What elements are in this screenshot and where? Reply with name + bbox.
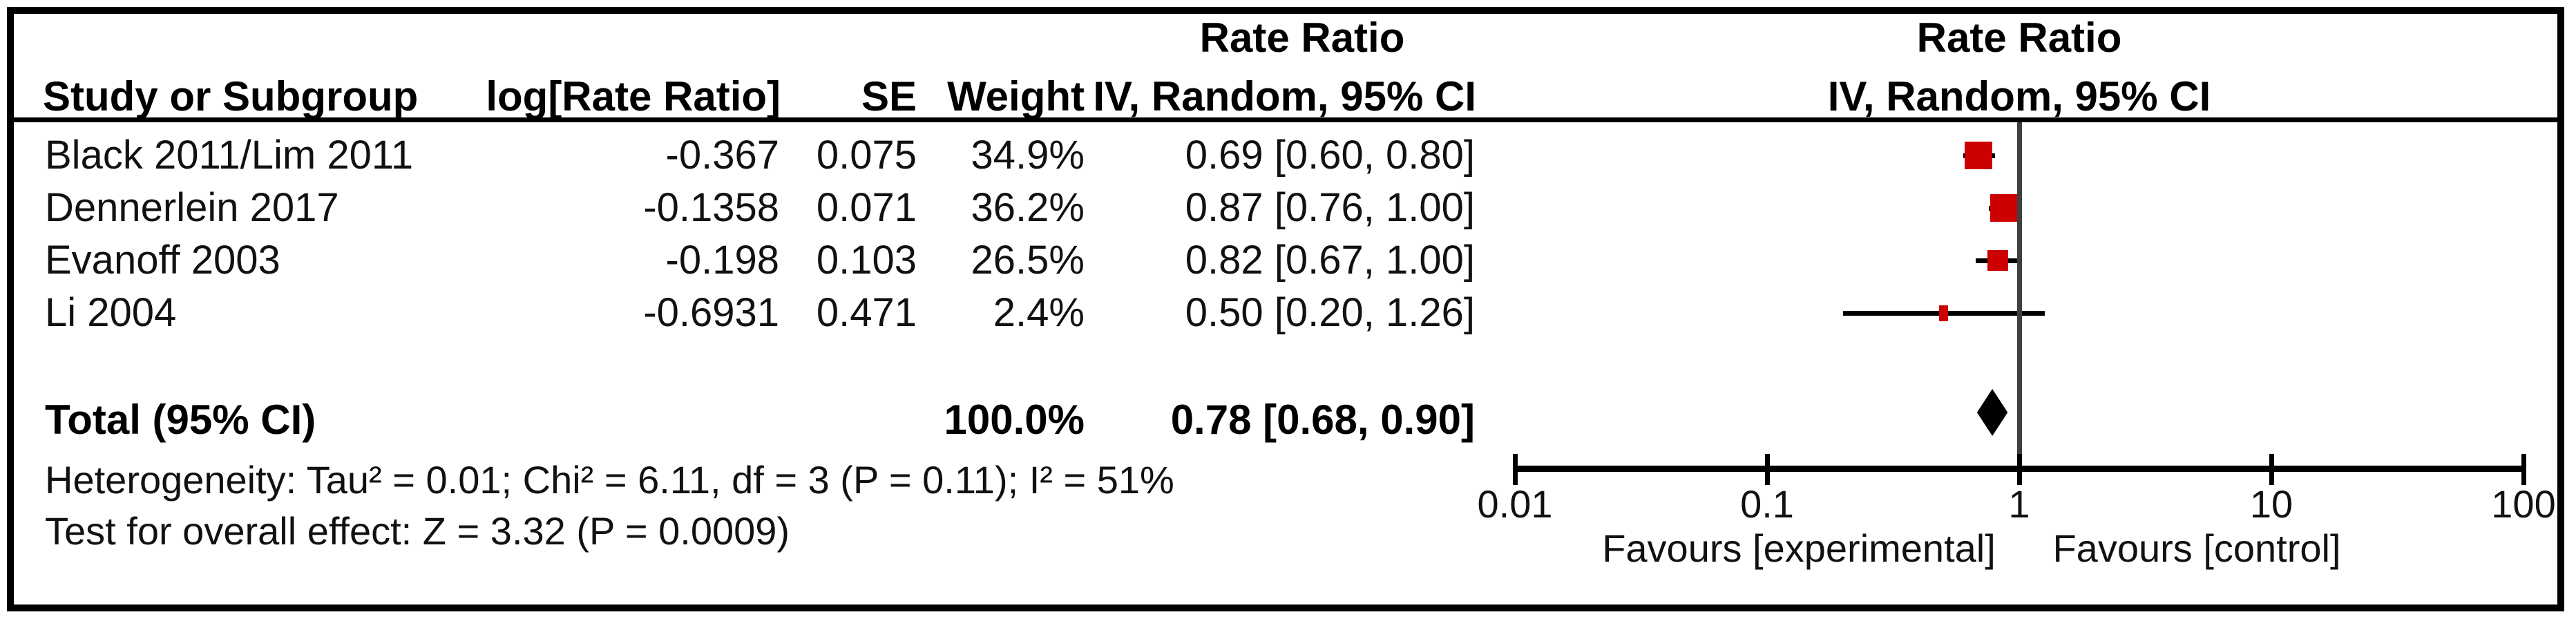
study-se: 0.471 xyxy=(816,290,917,335)
favours-experimental-label: Favours [experimental] xyxy=(1602,526,1996,570)
effect-estimate-square xyxy=(1987,250,2008,271)
axis-tick-label: 10 xyxy=(2249,482,2293,526)
x-axis-tick xyxy=(2017,454,2022,485)
effect-estimate-square xyxy=(1990,194,2018,222)
study-log-rate-ratio: -0.6931 xyxy=(643,290,779,335)
column-header-study: Study or Subgroup xyxy=(43,73,419,120)
axis-tick-label: 0.01 xyxy=(1477,482,1553,526)
study-log-rate-ratio: -0.367 xyxy=(665,133,779,178)
study-ci-text: 0.69 [0.60, 0.80] xyxy=(1185,133,1475,178)
column-header-effect-measure: Rate Ratio xyxy=(1199,15,1405,61)
study-name: Dennerlein 2017 xyxy=(45,185,339,230)
study-weight: 26.5% xyxy=(971,238,1085,283)
x-axis-tick xyxy=(1765,454,1770,485)
total-row-ci: 0.78 [0.68, 0.90] xyxy=(1170,397,1475,443)
axis-tick-label: 1 xyxy=(2008,482,2030,526)
axis-tick-label: 100 xyxy=(2491,482,2556,526)
plot-border-frame xyxy=(7,7,2564,611)
plot-header-title: Rate Ratio xyxy=(1916,15,2122,61)
study-name: Black 2011/Lim 2011 xyxy=(45,133,414,178)
study-name: Li 2004 xyxy=(45,290,177,335)
total-row-weight: 100.0% xyxy=(944,397,1085,443)
axis-tick-label: 0.1 xyxy=(1740,482,1794,526)
total-row-label: Total (95% CI) xyxy=(45,397,316,443)
column-header-log-rate-ratio: log[Rate Ratio] xyxy=(486,73,781,120)
effect-estimate-square xyxy=(1965,142,1993,169)
plot-header-subtitle: IV, Random, 95% CI xyxy=(1827,73,2211,120)
x-axis-tick xyxy=(1513,454,1518,485)
study-se: 0.103 xyxy=(816,238,917,283)
study-se: 0.075 xyxy=(816,133,917,178)
study-ci-text: 0.87 [0.76, 1.00] xyxy=(1185,185,1475,230)
column-header-ci: IV, Random, 95% CI xyxy=(1093,73,1476,120)
study-log-rate-ratio: -0.1358 xyxy=(643,185,779,230)
study-log-rate-ratio: -0.198 xyxy=(665,238,779,283)
study-weight: 34.9% xyxy=(971,133,1085,178)
study-weight: 2.4% xyxy=(993,290,1085,335)
study-name: Evanoff 2003 xyxy=(45,238,280,283)
study-ci-text: 0.50 [0.20, 1.26] xyxy=(1185,290,1475,335)
overall-effect-stats: Test for overall effect: Z = 3.32 (P = 0… xyxy=(45,509,790,553)
study-weight: 36.2% xyxy=(971,185,1085,230)
null-effect-line xyxy=(2017,122,2022,469)
column-header-se: SE xyxy=(861,73,917,120)
x-axis-tick xyxy=(2269,454,2274,485)
effect-estimate-square xyxy=(1938,305,1948,321)
column-header-weight: Weight xyxy=(947,73,1085,120)
x-axis-tick xyxy=(2521,454,2526,485)
header-divider-rule xyxy=(7,117,2564,122)
study-se: 0.071 xyxy=(816,185,917,230)
favours-control-label: Favours [control] xyxy=(2052,526,2341,570)
study-ci-text: 0.82 [0.67, 1.00] xyxy=(1185,238,1475,283)
heterogeneity-stats: Heterogeneity: Tau² = 0.01; Chi² = 6.11,… xyxy=(45,458,1174,502)
